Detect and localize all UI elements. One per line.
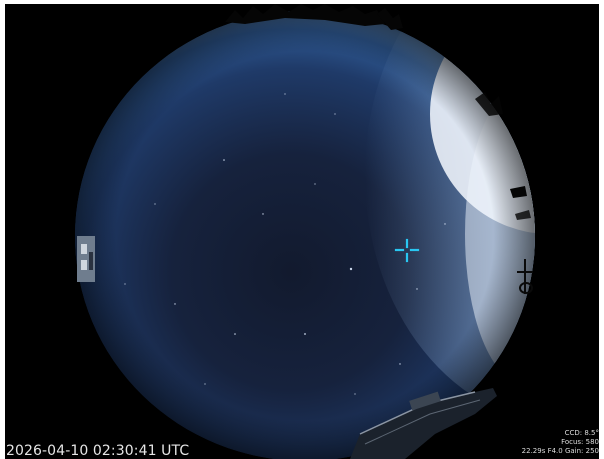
sky-dome (75, 11, 535, 459)
ccd-temperature: CCD: 8.5° (564, 429, 599, 437)
right-mast-silhouette (517, 259, 533, 294)
tree-silhouettes (225, 4, 531, 220)
stars (124, 93, 446, 395)
allsky-image-frame: 2026-04-10 02:30:41 UTC CCD: 8.5° Focus:… (5, 4, 599, 459)
roof-structure-silhouette (350, 388, 497, 459)
crosshair-icon (394, 238, 420, 263)
allsky-fisheye-image (75, 4, 535, 459)
left-building-silhouette (77, 236, 95, 282)
exposure-settings: 22.29s F4.0 Gain: 250 (521, 447, 599, 455)
camera-info: CCD: 8.5° Focus: 580 22.29s F4.0 Gain: 2… (522, 429, 599, 456)
focus-value: Focus: 580 (561, 438, 599, 446)
capture-timestamp: 2026-04-10 02:30:41 UTC (6, 443, 190, 459)
